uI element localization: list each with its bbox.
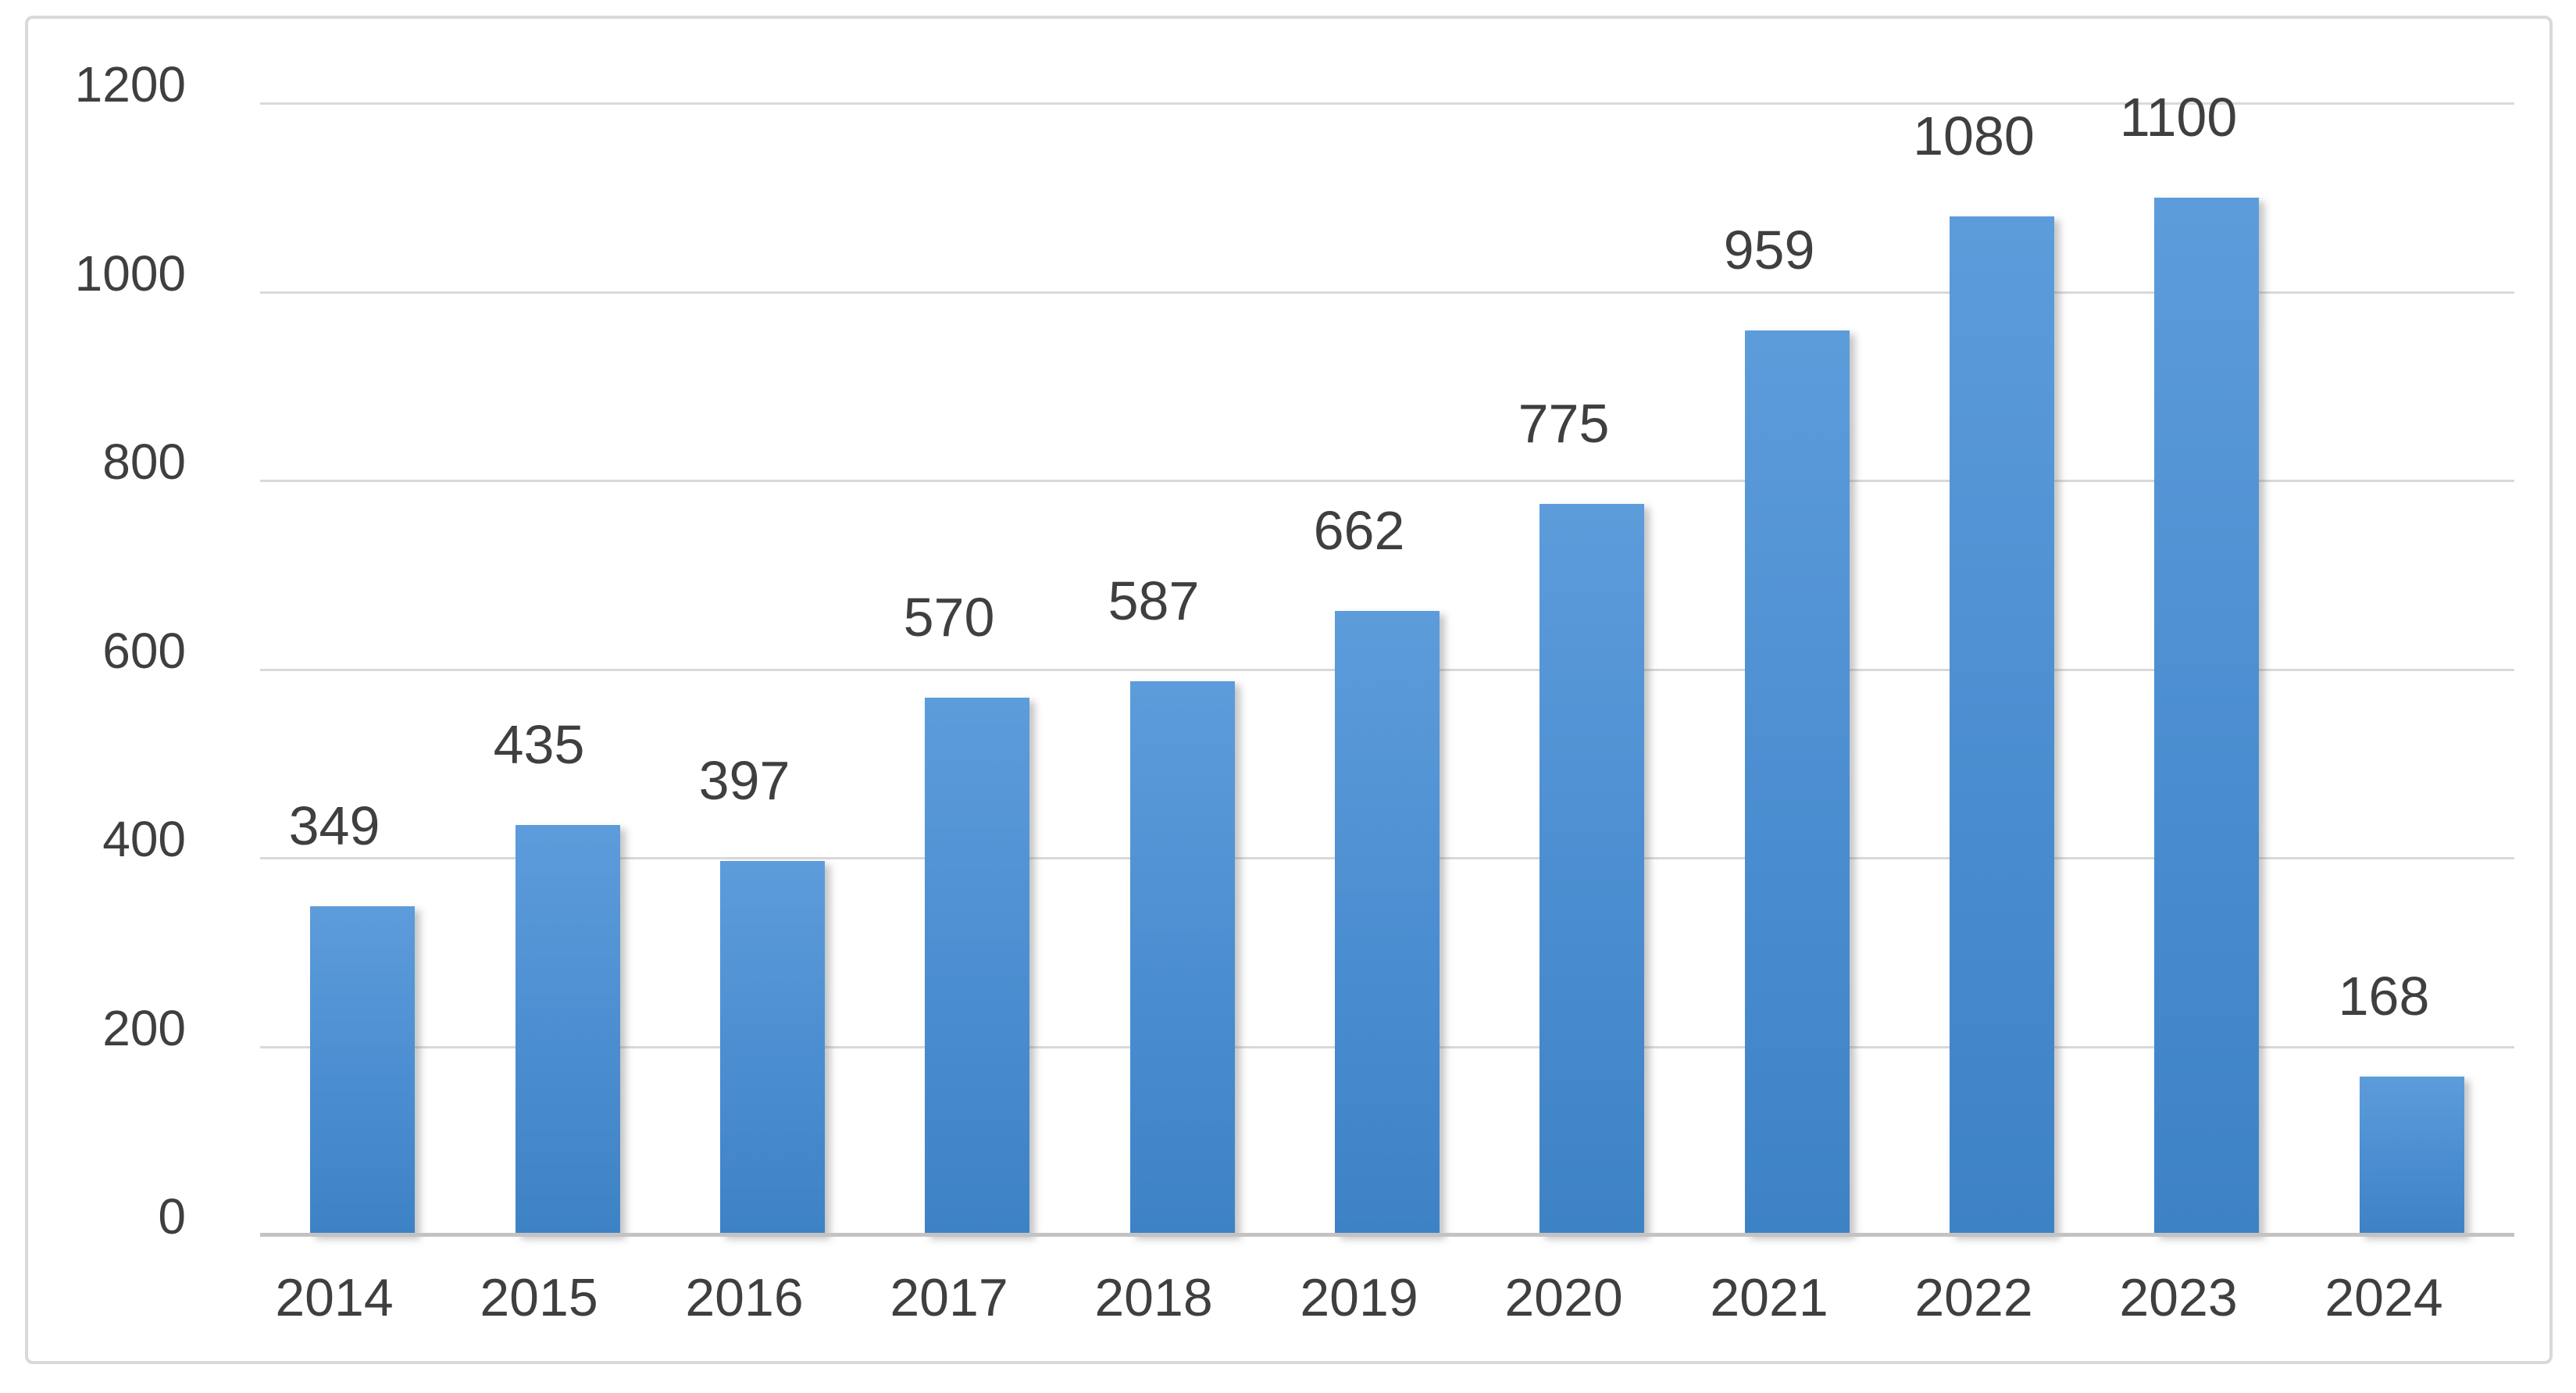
y-axis-tick-label: 1000 xyxy=(74,245,186,302)
gridline xyxy=(260,102,2514,105)
bar xyxy=(720,861,825,1235)
x-axis-tick-label: 2023 xyxy=(2119,1268,2238,1327)
chart-frame xyxy=(25,16,2553,1364)
gridline xyxy=(260,480,2514,482)
x-axis-tick-label: 2021 xyxy=(1710,1268,1829,1327)
bar-value-label: 435 xyxy=(493,714,585,775)
x-axis-tick-label: 2018 xyxy=(1094,1268,1213,1327)
bar-value-label: 1100 xyxy=(2119,87,2238,148)
bar xyxy=(1335,611,1440,1235)
bar xyxy=(2154,198,2259,1235)
bar xyxy=(516,825,620,1235)
bar xyxy=(310,906,415,1235)
bar xyxy=(1130,681,1235,1235)
bar-value-label: 662 xyxy=(1313,500,1405,561)
y-axis-tick-label: 0 xyxy=(158,1188,186,1245)
bar-value-label: 959 xyxy=(1723,220,1815,280)
y-axis-tick-label: 600 xyxy=(102,623,186,679)
gridline xyxy=(260,291,2514,294)
x-axis-tick-label: 2020 xyxy=(1504,1268,1623,1327)
x-axis-tick-label: 2015 xyxy=(480,1268,598,1327)
y-axis-tick-label: 400 xyxy=(102,811,186,867)
bar xyxy=(925,698,1029,1235)
x-axis-line xyxy=(260,1233,2514,1237)
x-axis-tick-label: 2019 xyxy=(1300,1268,1418,1327)
y-axis-tick-label: 800 xyxy=(102,434,186,490)
bar-value-label: 397 xyxy=(698,750,790,811)
y-axis-tick-label: 1200 xyxy=(74,56,186,113)
bar-value-label: 570 xyxy=(903,587,995,648)
bar xyxy=(2360,1077,2464,1235)
bar-value-label: 168 xyxy=(2338,966,2430,1027)
x-axis-tick-label: 2014 xyxy=(275,1268,394,1327)
x-axis-tick-label: 2016 xyxy=(685,1268,804,1327)
bar-value-label: 587 xyxy=(1108,570,1200,631)
y-axis-tick-label: 200 xyxy=(102,1000,186,1056)
bar-value-label: 349 xyxy=(288,795,380,856)
bar xyxy=(1540,504,1644,1235)
x-axis-tick-label: 2017 xyxy=(890,1268,1008,1327)
bar xyxy=(1950,216,2054,1235)
x-axis-tick-label: 2022 xyxy=(1914,1268,2033,1327)
bar xyxy=(1745,330,1850,1235)
plot-area xyxy=(260,102,2514,1237)
bar-value-label: 1080 xyxy=(1913,105,2035,166)
x-axis-tick-label: 2024 xyxy=(2324,1268,2443,1327)
bar-value-label: 775 xyxy=(1518,393,1610,454)
